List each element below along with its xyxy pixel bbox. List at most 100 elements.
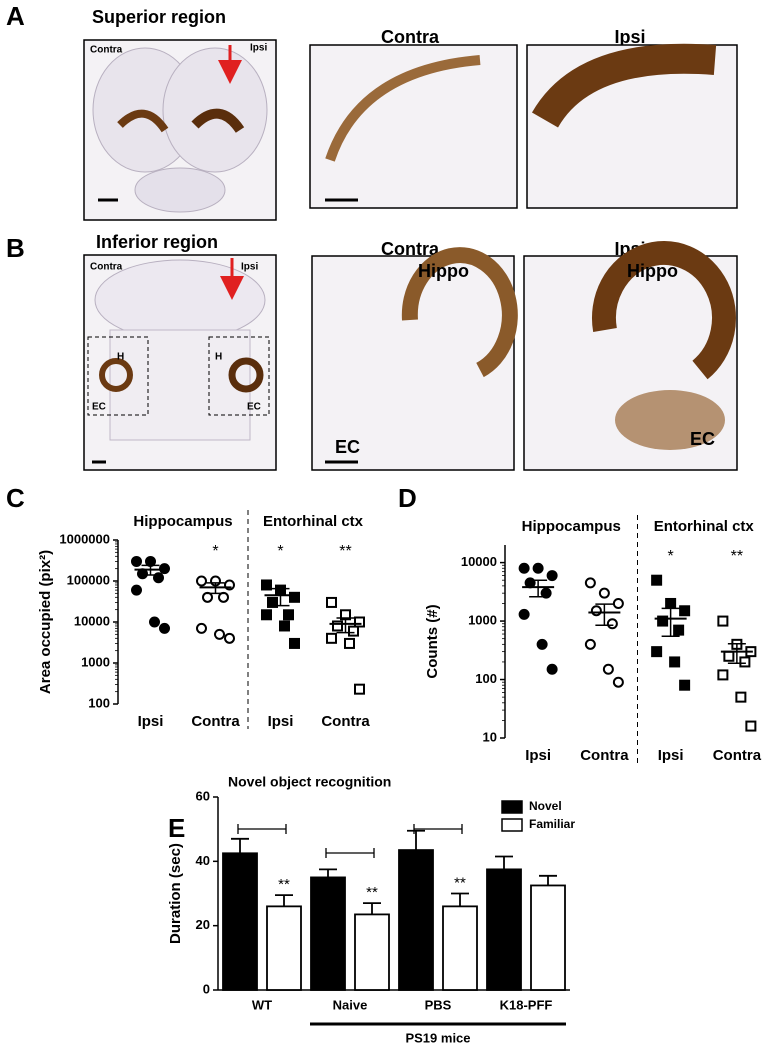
x-tick-label: Ipsi: [658, 747, 684, 764]
tissue-sketch: [615, 390, 725, 450]
inset-box: [87, 336, 149, 416]
panel-title: Superior region: [92, 7, 226, 27]
data-point: [518, 608, 530, 620]
y-tick-label: 1000: [468, 613, 497, 628]
y-tick-label: 40: [196, 853, 210, 868]
data-point: [679, 605, 691, 617]
bar: [266, 905, 302, 991]
brain-sketch: [94, 259, 266, 441]
x-tick-label: Ipsi: [268, 713, 294, 730]
legend-swatch: [501, 818, 523, 832]
panel-letter: E: [168, 813, 185, 843]
data-point: [745, 720, 757, 732]
panel-letter: C: [6, 483, 25, 513]
y-axis-label: Area occupied (pix²): [37, 550, 54, 694]
data-point: [354, 683, 365, 695]
data-point: [344, 637, 355, 649]
significance: **: [278, 876, 290, 893]
data-point: [673, 624, 685, 636]
tissue-sketch: [325, 55, 481, 162]
image-label: H: [117, 352, 124, 363]
significance: **: [339, 543, 351, 560]
data-point: [717, 615, 729, 627]
data-point: [590, 605, 602, 617]
section-label: Hippocampus: [522, 518, 621, 535]
error-bar: [595, 603, 614, 626]
x-tick-label: Contra: [321, 713, 370, 730]
data-point: [137, 568, 148, 580]
y-tick-label: 20: [196, 917, 210, 932]
data-point: [131, 584, 142, 596]
data-point: [145, 555, 156, 567]
significance: **: [731, 548, 743, 565]
image-label: Contra: [90, 262, 123, 273]
significance: *: [668, 548, 674, 565]
y-axis-label: Duration (sec): [167, 843, 184, 944]
y-tick-label: 1000000: [59, 531, 110, 546]
data-point: [202, 591, 213, 603]
data-point: [289, 637, 300, 649]
image-label: Contra: [90, 45, 123, 56]
data-point: [606, 618, 618, 630]
bar: [486, 868, 522, 991]
data-point: [326, 596, 337, 608]
bar: [442, 905, 478, 991]
error-bar: [271, 587, 290, 607]
x-tick-label: Ipsi: [525, 747, 551, 764]
panel-letter: A: [6, 1, 25, 31]
error-bar: [529, 579, 548, 598]
tissue-sketch: [591, 241, 736, 380]
data-point: [354, 616, 365, 628]
comparison-bracket: [325, 848, 375, 858]
x-tick-label: Contra: [713, 747, 762, 764]
image-label: Ipsi: [241, 262, 258, 273]
data-point: [612, 676, 624, 688]
comparison-bracket: [237, 824, 287, 834]
y-axis-label: Counts (#): [424, 604, 441, 678]
y-tick-label: 100: [475, 671, 497, 686]
significance: **: [454, 874, 466, 891]
panel-letter: B: [6, 233, 25, 263]
data-point: [279, 620, 290, 632]
legend-label: Familiar: [529, 817, 575, 831]
image-title: Ipsi: [614, 27, 645, 47]
image-label: EC: [92, 402, 106, 413]
error-bar: [661, 607, 680, 637]
data-point: [602, 663, 614, 675]
bar: [530, 884, 566, 991]
data-point: [739, 656, 751, 668]
data-point: [546, 663, 558, 675]
data-point: [735, 691, 747, 703]
data-point: [657, 615, 669, 627]
data-point: [665, 597, 677, 609]
bar: [354, 913, 390, 991]
data-point: [651, 646, 663, 658]
image-title: Contra: [381, 239, 440, 259]
bar: [222, 852, 258, 991]
data-point: [261, 609, 272, 621]
data-point: [717, 669, 729, 681]
data-point: [723, 650, 735, 662]
image-label: Ipsi: [250, 43, 267, 54]
data-point: [532, 562, 544, 574]
tissue-sketch: [531, 43, 717, 128]
brain-sketch: [92, 47, 268, 213]
data-point: [584, 638, 596, 650]
data-point: [131, 555, 142, 567]
x-tick-label: WT: [252, 997, 272, 1012]
error-bar: [141, 564, 160, 576]
x-tick-label: PBS: [425, 997, 452, 1012]
significance: *: [212, 543, 218, 560]
tissue-sketch: [401, 247, 518, 378]
y-tick-label: 60: [196, 788, 210, 803]
legend-label: Novel: [529, 799, 562, 813]
x-tick-label: K18-PFF: [500, 997, 553, 1012]
error-bar: [336, 617, 355, 634]
data-point: [669, 656, 681, 668]
data-point: [651, 574, 663, 586]
data-point: [540, 587, 552, 599]
image-label: EC: [690, 429, 715, 449]
group-label: PS19 mice: [405, 1030, 470, 1045]
y-tick-label: 100: [88, 695, 110, 710]
